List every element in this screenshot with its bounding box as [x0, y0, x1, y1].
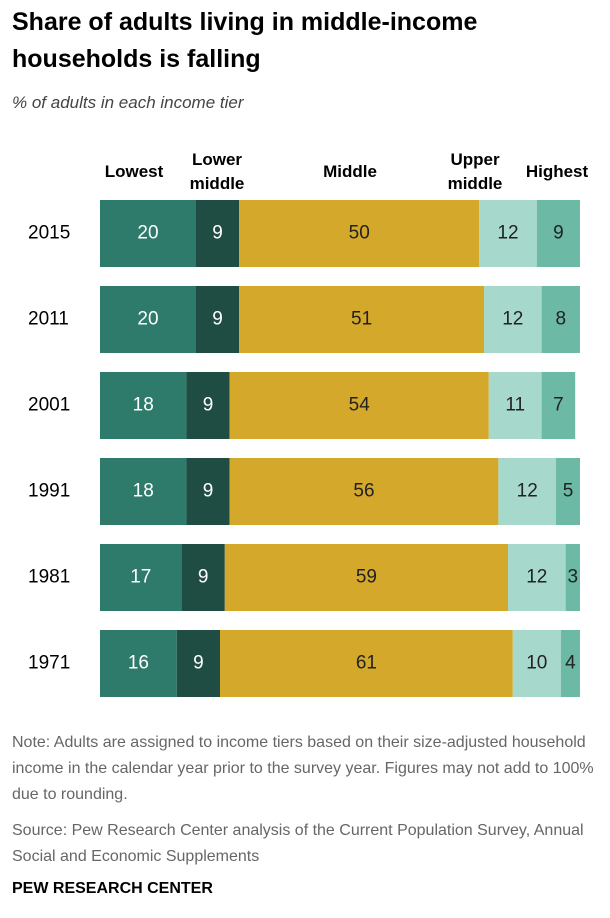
bar-segment [484, 286, 542, 353]
bar-segment [229, 458, 499, 525]
chart-title: Share of adults living in middle-income … [12, 8, 478, 73]
data-label: 10 [526, 653, 547, 674]
data-label: 56 [353, 481, 374, 502]
data-label: 54 [349, 395, 371, 416]
bar-segment [239, 200, 480, 267]
bar-segment [186, 458, 230, 525]
y-tick-label: 1971 [28, 653, 70, 674]
data-label: 59 [356, 567, 377, 588]
bar-segment [541, 372, 576, 439]
bar-segment [100, 200, 196, 267]
data-label: 51 [351, 309, 372, 330]
legend-label: Lower middle [189, 150, 245, 193]
bar-segment [488, 372, 542, 439]
bar-segment [100, 372, 187, 439]
bar-segment [541, 286, 580, 353]
legend-label: Lowest [104, 162, 164, 181]
data-label: 9 [203, 395, 214, 416]
bar-segment [196, 200, 240, 267]
data-label: 18 [133, 395, 154, 416]
data-label: 20 [137, 309, 158, 330]
data-label: 5 [563, 481, 574, 502]
data-label: 7 [553, 395, 564, 416]
data-label: 61 [356, 653, 377, 674]
data-label: 12 [502, 309, 523, 330]
data-label: 9 [212, 309, 223, 330]
bar-segment [512, 630, 561, 697]
y-tick-label: 2015 [28, 223, 70, 244]
data-label: 18 [133, 481, 154, 502]
data-label: 9 [193, 653, 204, 674]
legend-label: Highest [525, 162, 589, 181]
data-label: 9 [553, 223, 564, 244]
data-label: 4 [565, 653, 576, 674]
y-tick-label: 2001 [28, 395, 70, 416]
bar-segment [239, 286, 484, 353]
data-label: 9 [212, 223, 223, 244]
data-label: 16 [128, 653, 149, 674]
bar-segment [224, 544, 509, 611]
bar-segment [100, 630, 177, 697]
data-label: 9 [198, 567, 209, 588]
data-label: 12 [526, 567, 547, 588]
footer: PEW RESEARCH CENTER [12, 880, 213, 897]
legend-label: Upper middle [447, 150, 503, 193]
y-tick-label: 2011 [28, 309, 69, 330]
data-label: 3 [568, 567, 579, 588]
bar-segment [100, 458, 187, 525]
bar-segment [181, 544, 225, 611]
bar-segment [556, 458, 580, 525]
y-tick-label: 1991 [28, 481, 70, 502]
data-label: 8 [556, 309, 567, 330]
data-label: 9 [203, 481, 214, 502]
data-label: 17 [130, 567, 151, 588]
bar-segment [100, 544, 182, 611]
data-label: 12 [497, 223, 518, 244]
bar-segment [508, 544, 566, 611]
data-label: 50 [349, 223, 370, 244]
bar-segment [498, 458, 556, 525]
source: Source: Pew Research Center analysis of … [12, 822, 584, 865]
chart-subtitle: % of adults in each income tier [12, 93, 244, 112]
y-tick-label: 1981 [28, 567, 70, 588]
bar-segment [565, 544, 580, 611]
note: Note: Adults are assigned to income tier… [12, 734, 594, 803]
bar-segment [100, 286, 196, 353]
legend-label: Middle [323, 162, 377, 181]
data-label: 20 [137, 223, 158, 244]
bar-segment [536, 200, 580, 267]
bar-segment [186, 372, 230, 439]
data-label: 12 [517, 481, 538, 502]
data-label: 11 [505, 395, 525, 416]
bar-segment [176, 630, 220, 697]
bar-segment [196, 286, 240, 353]
bar-segment [220, 630, 513, 697]
bar-segment [479, 200, 537, 267]
bar-segment [560, 630, 580, 697]
bar-segment [229, 372, 489, 439]
